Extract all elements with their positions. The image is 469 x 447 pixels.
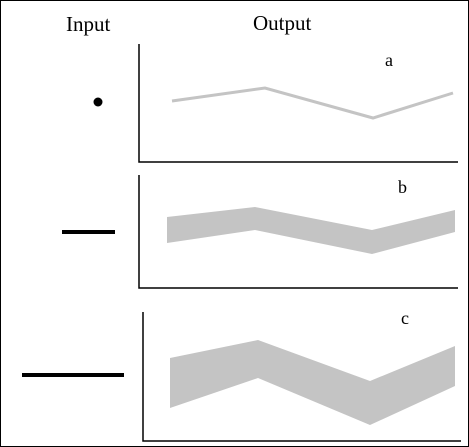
output-axes-c: [142, 312, 461, 442]
output-column-header: Output: [253, 11, 312, 35]
input-dot: [93, 97, 103, 107]
output-band-b: [167, 207, 455, 254]
panel-b: b: [62, 175, 458, 289]
panel-label-b: b: [398, 177, 407, 197]
panel-label-a: a: [385, 50, 393, 70]
output-axes-b: [138, 175, 458, 289]
panel-c: c: [22, 308, 461, 442]
output-line-a: [171, 86, 454, 120]
panel-a: a: [93, 44, 458, 163]
output-band-c: [170, 340, 455, 425]
panel-label-c: c: [401, 308, 409, 328]
output-axes-a: [138, 44, 458, 163]
input-column-header: Input: [66, 12, 110, 36]
